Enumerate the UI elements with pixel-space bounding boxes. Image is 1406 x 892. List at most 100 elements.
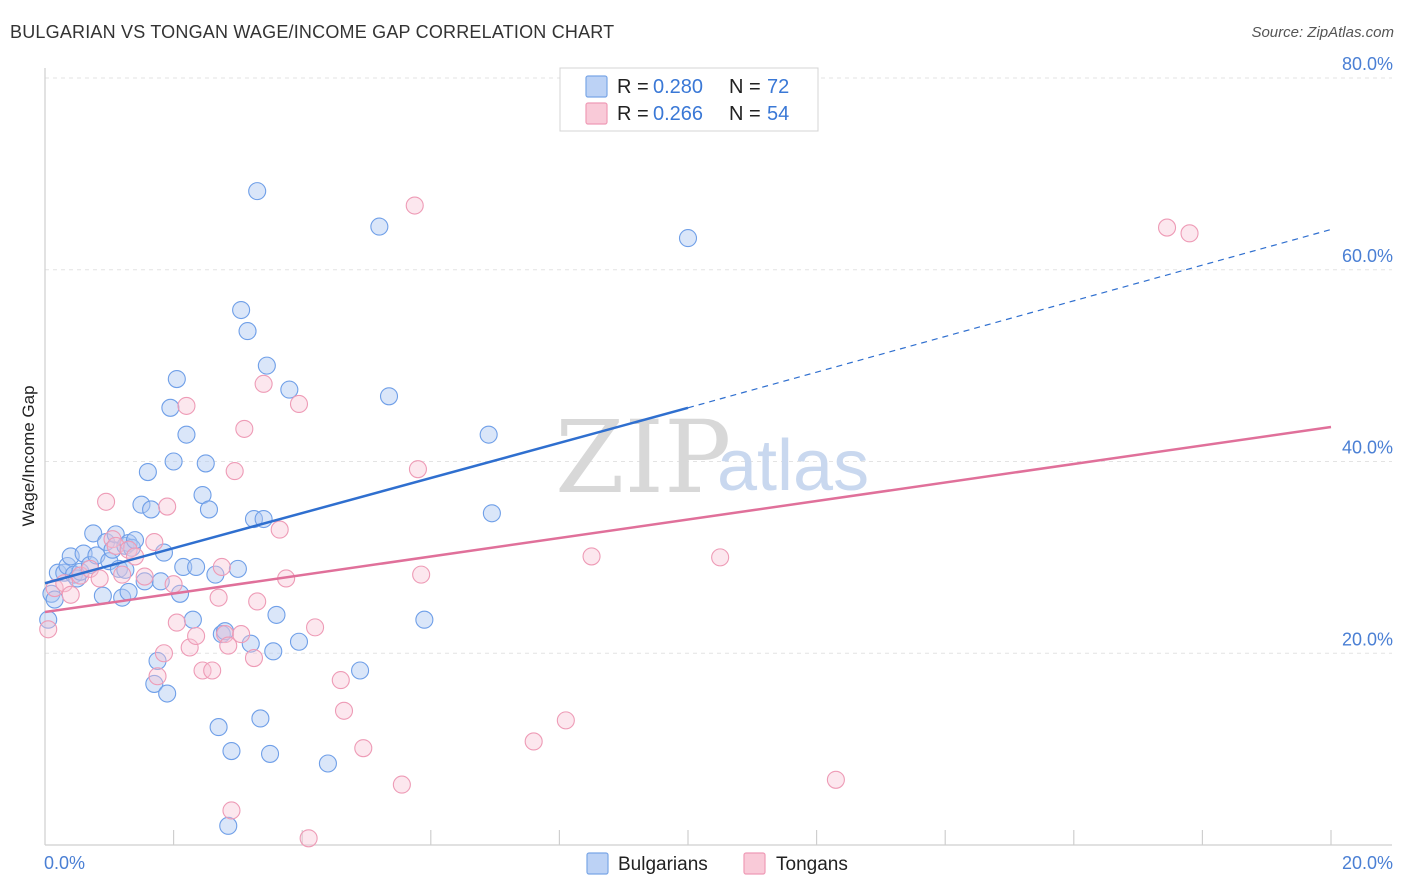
tongan-point (244, 648, 264, 668)
bulgarian-point (219, 816, 238, 835)
bulgarian-point (132, 495, 151, 514)
bottom-legend-swatch-tongans (743, 852, 766, 875)
tongan-point (222, 801, 241, 820)
tongan-point (90, 569, 109, 588)
bulgarian-point (125, 531, 145, 550)
bulgarian-point (209, 718, 228, 737)
bulgarians-trend-extension (687, 228, 1332, 409)
tongan-point (1180, 224, 1199, 243)
bulgarian-point (148, 651, 167, 670)
grid-lines (45, 77, 1392, 654)
tongan-point (61, 585, 80, 604)
bulgarian-point (183, 610, 202, 629)
chart-title: BULGARIAN VS TONGAN WAGE/INCOME GAP CORR… (10, 22, 615, 42)
tongan-point (408, 460, 427, 479)
bulgarian-point (370, 217, 389, 236)
tongan-point (158, 497, 177, 516)
tongan-point (334, 701, 354, 720)
bulgarian-point (199, 500, 219, 519)
tongan-point (164, 575, 183, 594)
bulgarian-point (84, 524, 103, 543)
tongan-point (289, 394, 309, 414)
bulgarian-point (142, 500, 161, 519)
tongan-point (232, 625, 251, 644)
bulgarian-point (678, 229, 698, 248)
legend-r-label-tongans: R = (617, 103, 649, 125)
legend-n-label-bulgarians: N = (729, 76, 761, 98)
axes (44, 68, 1392, 846)
y-tick-label: 80.0% (1342, 54, 1393, 74)
bottom-legend-label-bulgarians: Bulgarians (618, 854, 708, 875)
bulgarian-point (260, 744, 280, 763)
tongan-point (248, 592, 267, 611)
tongan-point (270, 520, 289, 539)
tongan-point (39, 620, 58, 639)
tongan-point (556, 711, 575, 730)
watermark-zip: ZIP (555, 399, 731, 516)
bulgarian-point (135, 572, 154, 591)
tongans-points (39, 196, 1199, 848)
tongan-point (97, 492, 116, 511)
tongan-point (203, 661, 222, 680)
watermark: ZIP atlas (555, 399, 869, 516)
bulgarian-point (241, 634, 260, 653)
tongan-point (405, 196, 424, 215)
bulgarian-point (48, 563, 67, 582)
legend-r-label-bulgarians: R = (617, 76, 649, 98)
tongan-point (148, 667, 167, 686)
bulgarian-point (222, 741, 241, 761)
legend-n-value-bulgarians: 72 (767, 76, 789, 98)
bulgarian-point (164, 452, 183, 471)
source-label: Source: ZipAtlas.com (1251, 24, 1394, 41)
bulgarian-point (174, 557, 193, 577)
tongan-point (354, 739, 373, 758)
bulgarian-point (415, 610, 434, 629)
bulgarian-point (351, 661, 370, 680)
watermark-atlas: atlas (717, 426, 869, 506)
tongan-point (582, 547, 601, 566)
tongan-point (412, 565, 431, 584)
tongan-point (180, 638, 199, 657)
tongan-point (119, 540, 138, 559)
bulgarian-point (161, 398, 180, 417)
legend-n-label-tongans: N = (729, 103, 761, 125)
tongan-point (215, 625, 235, 644)
bulgarian-point (289, 632, 309, 651)
bottom-legend-label-tongans: Tongans (776, 854, 848, 875)
tongan-point (135, 567, 154, 586)
legend-r-value-tongans: 0.266 (653, 103, 703, 125)
legend-r-value-bulgarians: 0.280 (653, 76, 703, 98)
y-axis-label: Wage/Income Gap (19, 385, 38, 526)
tongan-point (167, 613, 186, 632)
bulgarian-point (206, 565, 225, 584)
legend-swatch-tongans (585, 102, 608, 125)
tongan-point (145, 532, 164, 552)
tongan-point (209, 588, 228, 607)
bulgarian-point (267, 605, 286, 624)
bulgarian-point (318, 754, 337, 773)
bulgarian-point (257, 356, 276, 375)
tongan-point (306, 618, 325, 637)
bulgarian-point (251, 709, 270, 728)
y-tick-label: 20.0% (1342, 629, 1393, 649)
x-tick-label-max: 20.0% (1342, 853, 1393, 873)
bulgarian-point (42, 584, 61, 603)
bulgarian-point (232, 300, 251, 320)
tongans-trend-line (44, 425, 1332, 614)
bulgarian-point (138, 462, 157, 482)
x-tick-marks (173, 830, 1332, 845)
y-tick-label: 40.0% (1342, 438, 1393, 458)
tongan-point (225, 462, 244, 481)
tongan-point (254, 374, 273, 393)
tongan-point (392, 775, 411, 794)
tongan-point (1157, 218, 1177, 237)
bulgarian-point (479, 425, 498, 444)
bulgarians-trend-line (44, 406, 689, 585)
bulgarian-point (238, 322, 257, 341)
bottom-legend-swatch-bulgarians (586, 852, 609, 875)
legend-n-value-tongans: 54 (767, 103, 789, 125)
bulgarian-point (177, 425, 196, 444)
tongan-point (711, 548, 730, 567)
bulgarian-point (482, 504, 501, 523)
